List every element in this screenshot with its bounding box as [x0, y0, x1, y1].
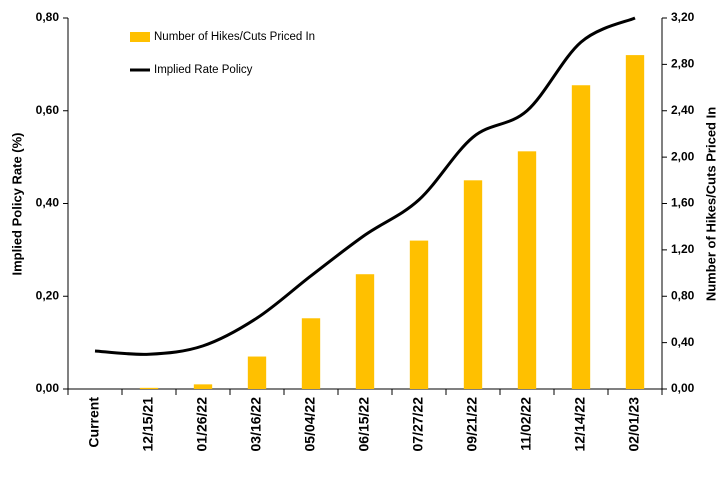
x-tick-label: 11/02/22: [518, 397, 534, 451]
x-tick-label: 01/26/22: [194, 397, 210, 452]
y2-tick-label: 0,80: [671, 288, 695, 302]
y-tick-label: 0,20: [36, 288, 60, 302]
x-tick-label: 12/14/22: [572, 397, 588, 452]
y-tick-label: 0,40: [36, 196, 60, 210]
y2-tick-label: 3,20: [671, 10, 695, 24]
bar: [139, 387, 159, 389]
x-tick-label: 02/01/23: [626, 397, 642, 452]
y2-tick-label: 2,40: [671, 103, 695, 117]
bar: [247, 356, 267, 389]
bar: [571, 85, 591, 390]
bar: [409, 240, 429, 389]
y2-tick-label: 2,80: [671, 57, 695, 71]
bar: [301, 318, 321, 389]
x-tick-label: 12/15/21: [140, 397, 156, 452]
y-tick-label: 0,80: [36, 10, 60, 24]
x-tick-label: 09/21/22: [464, 397, 480, 452]
bar: [193, 384, 213, 389]
x-tick-label: 03/16/22: [248, 397, 264, 452]
x-tick-label: 06/15/22: [356, 397, 372, 452]
y2-tick-label: 1,60: [671, 196, 695, 210]
y2-tick-label: 2,00: [671, 149, 695, 163]
y2-axis-title: Number of Hikes/Cuts Priced In: [703, 107, 718, 301]
bar: [463, 180, 483, 389]
x-tick-label: Current: [86, 397, 102, 448]
bar: [355, 274, 375, 389]
x-tick-label: 07/27/22: [410, 397, 426, 452]
y-tick-label: 0,60: [36, 103, 60, 117]
legend-swatch: [130, 32, 150, 42]
x-tick-label: 05/04/22: [302, 397, 318, 452]
bar: [625, 55, 645, 389]
y-tick-label: 0,00: [36, 381, 60, 395]
y2-tick-label: 0,40: [671, 335, 695, 349]
y2-tick-label: 1,20: [671, 242, 695, 256]
y-axis-title: Implied Policy Rate (%): [9, 132, 24, 275]
legend-label: Number of Hikes/Cuts Priced In: [154, 31, 315, 43]
bar: [517, 151, 537, 389]
line: [94, 16, 636, 356]
y2-tick-label: 0,00: [671, 381, 695, 395]
legend-label: Implied Rate Policy: [154, 64, 253, 76]
